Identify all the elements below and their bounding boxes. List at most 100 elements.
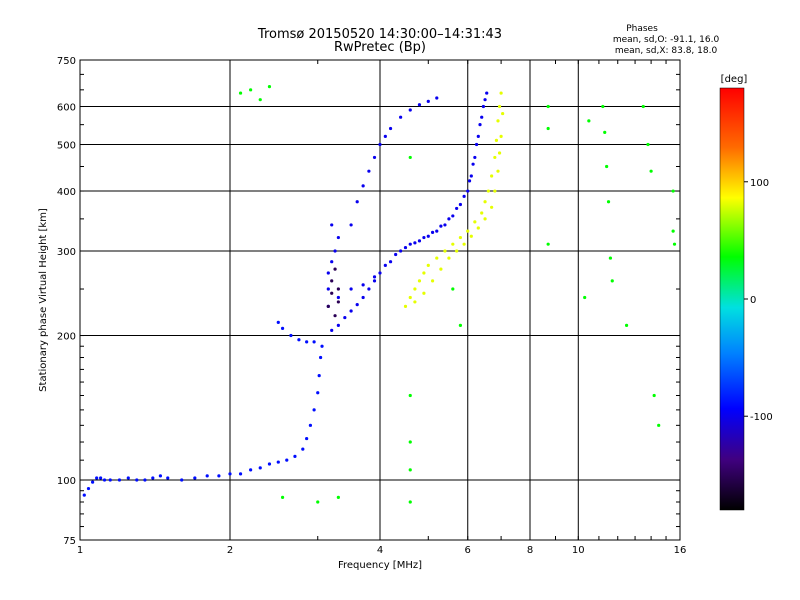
grid (80, 60, 680, 540)
data-point (451, 214, 455, 218)
data-point (430, 279, 435, 283)
colorbar-tick-label: -100 (750, 412, 773, 423)
data-point (624, 323, 629, 327)
data-point (399, 249, 403, 253)
data-point (143, 478, 147, 482)
data-point (443, 223, 447, 227)
data-point (326, 287, 330, 291)
data-point (474, 142, 479, 147)
data-point (426, 234, 430, 238)
data-point (483, 217, 487, 221)
x-tick-label: 2 (227, 545, 233, 556)
data-point (320, 344, 324, 348)
data-point (606, 200, 611, 204)
data-point (166, 476, 170, 480)
data-point (413, 241, 417, 245)
data-point (652, 393, 656, 398)
data-point (483, 98, 487, 102)
data-point (483, 200, 487, 204)
data-point (330, 279, 334, 283)
colorbar-label: [deg] (721, 74, 748, 85)
phase-stats-o: mean, sd,O: -91.1, 16.0 (613, 35, 720, 45)
data-point (641, 104, 645, 109)
chart-title: Tromsø 20150520 14:30:00–14:31:43 (257, 27, 502, 42)
data-point (249, 468, 253, 472)
data-point (217, 474, 221, 478)
x-axis-label: Frequency [MHz] (338, 560, 422, 571)
colorbar-tick-label: 0 (750, 295, 756, 306)
data-point (336, 235, 340, 240)
data-point (462, 242, 466, 246)
data-point (86, 486, 91, 491)
data-point (546, 104, 550, 109)
data-point (82, 493, 86, 497)
data-point (330, 223, 334, 227)
chart-subtitle: RwPretec (Bp) (334, 40, 426, 55)
data-point (408, 242, 412, 246)
data-point (289, 333, 293, 338)
data-point (378, 142, 382, 147)
data-point (316, 391, 320, 395)
data-point (435, 256, 439, 260)
data-point (649, 169, 653, 173)
data-point (297, 338, 301, 342)
data-point (671, 229, 675, 233)
data-point (228, 472, 232, 476)
data-point (336, 300, 340, 304)
data-point (312, 340, 316, 344)
data-point (455, 249, 459, 253)
y-tick-label: 500 (57, 141, 76, 152)
data-point (91, 480, 95, 484)
data-point (102, 478, 107, 482)
data-point (422, 235, 426, 240)
data-point (336, 295, 340, 300)
data-point (485, 91, 489, 95)
data-point (301, 447, 305, 451)
data-point (388, 126, 393, 131)
data-point (333, 249, 337, 253)
phase-stats-heading: Phases (626, 24, 658, 34)
data-point (422, 271, 426, 275)
data-point (285, 458, 289, 462)
y-axis-label: Stationary phase Virtual Height [km] (38, 208, 49, 392)
y-tick-label: 200 (57, 332, 76, 343)
data-point (330, 328, 334, 332)
x-axis: 1 2 4 6 8 10 16 (77, 60, 687, 556)
data-point (388, 260, 393, 264)
data-point (238, 91, 243, 95)
data-point (486, 189, 490, 193)
data-point (117, 478, 122, 482)
x-tick-label: 4 (377, 545, 383, 556)
data-point (361, 295, 365, 300)
x-tick-label: 8 (527, 545, 533, 556)
y-axis: 75 100 200 300 400 500 600 750 (57, 56, 680, 547)
x-tick-label: 6 (465, 545, 471, 556)
data-point (319, 355, 323, 360)
data-point (497, 151, 502, 155)
data-point (399, 115, 403, 119)
data-point (603, 130, 607, 134)
data-point (333, 314, 337, 318)
data-point (601, 104, 605, 109)
data-point (312, 408, 316, 412)
data-point (95, 476, 99, 480)
data-point (435, 96, 439, 100)
data-point (276, 320, 280, 325)
x-tick-label: 16 (674, 545, 687, 556)
data-point (408, 468, 412, 472)
data-point (403, 304, 408, 309)
data-point (494, 138, 499, 142)
data-point (280, 326, 285, 330)
data-point (336, 287, 340, 291)
data-point (403, 245, 408, 250)
data-point (471, 162, 475, 166)
data-point (249, 88, 253, 92)
data-point (657, 423, 661, 427)
data-point (408, 393, 412, 398)
data-point (205, 474, 209, 478)
data-point (135, 478, 139, 482)
data-point (336, 495, 340, 500)
data-point (267, 85, 272, 89)
data-point (408, 295, 412, 300)
data-point (317, 374, 321, 378)
